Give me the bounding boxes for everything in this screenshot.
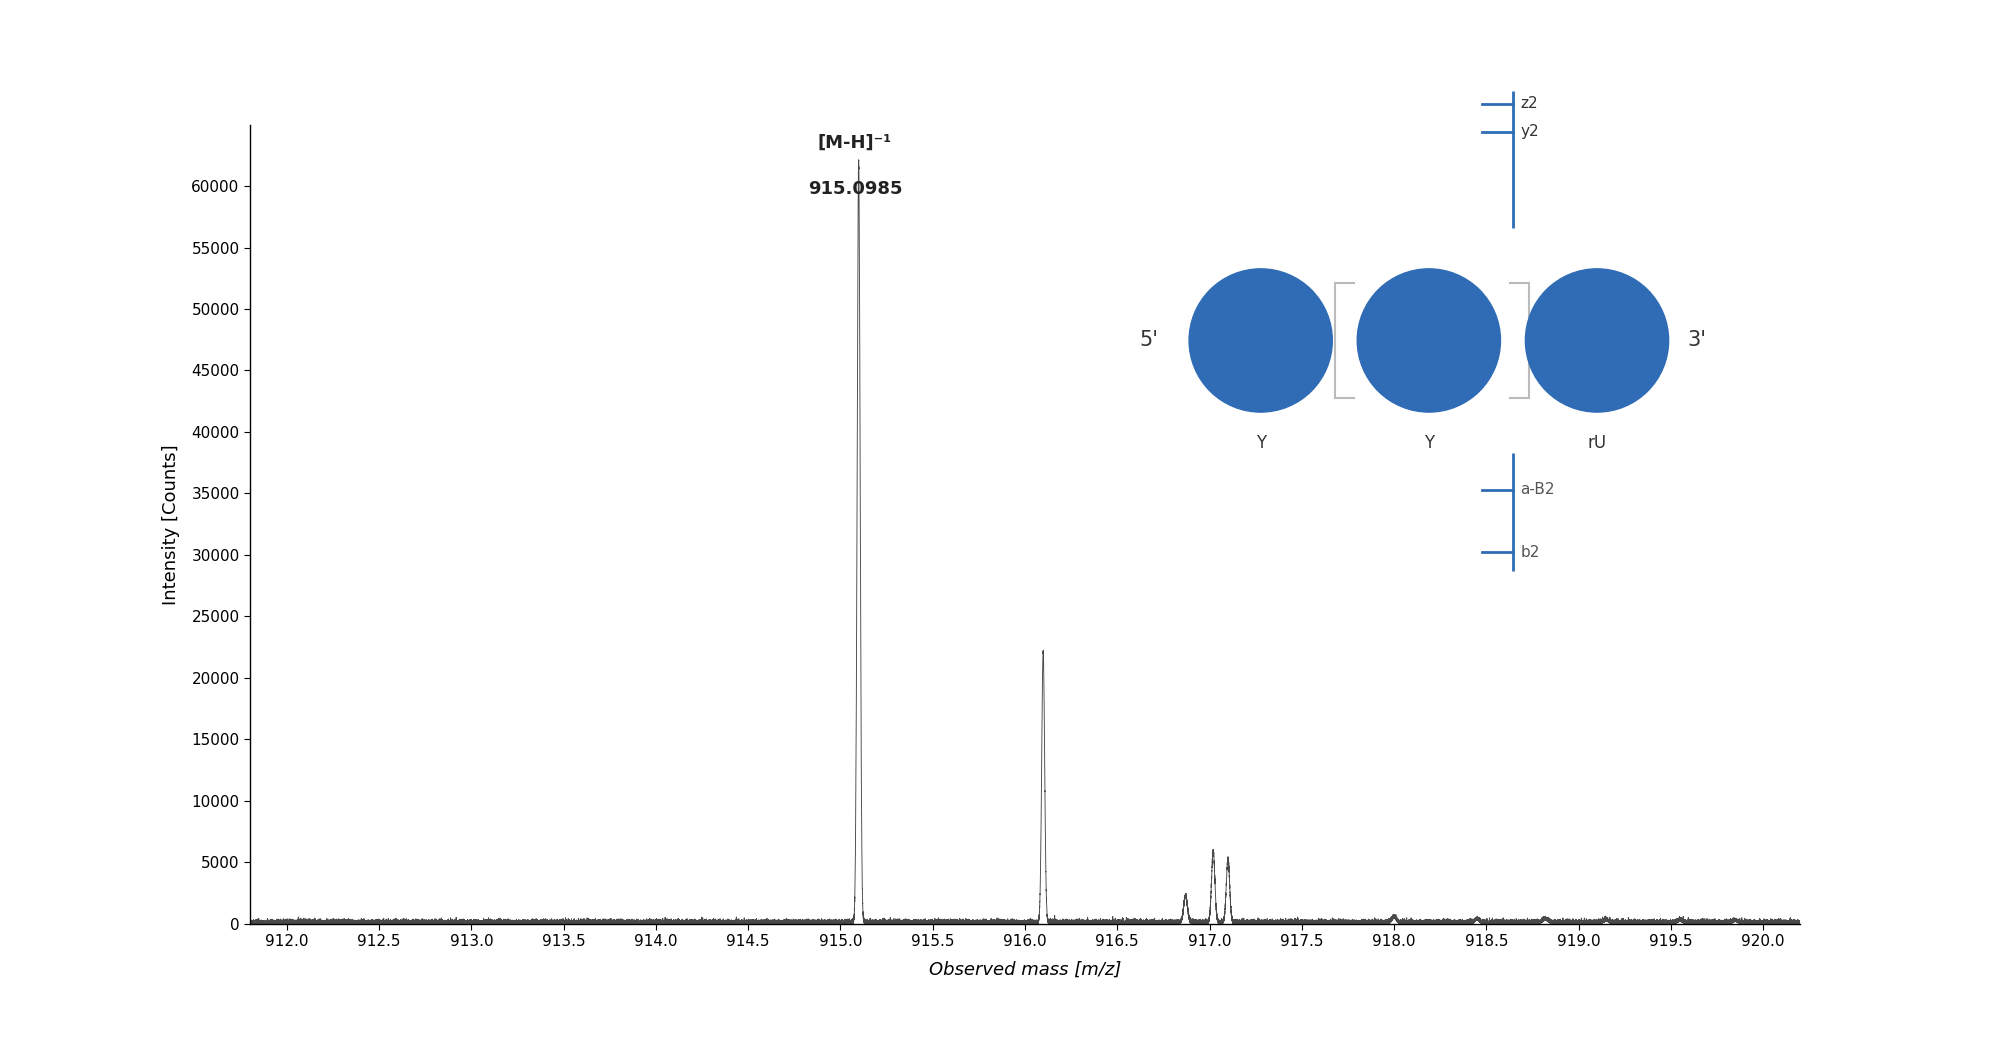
- Text: y2: y2: [1520, 125, 1540, 139]
- Text: b2: b2: [1520, 545, 1540, 559]
- Text: 915.0985: 915.0985: [808, 180, 902, 198]
- Text: z2: z2: [1520, 97, 1538, 111]
- Text: a-B2: a-B2: [1520, 483, 1554, 497]
- Circle shape: [1358, 269, 1500, 412]
- X-axis label: Observed mass [m/z]: Observed mass [m/z]: [928, 960, 1122, 979]
- Text: [M-H]⁻¹: [M-H]⁻¹: [818, 134, 892, 152]
- Y-axis label: Intensity [Counts]: Intensity [Counts]: [162, 444, 180, 604]
- Circle shape: [1190, 269, 1332, 412]
- Text: Y: Y: [1256, 434, 1266, 452]
- Text: 5': 5': [1140, 330, 1158, 351]
- Text: 3': 3': [1688, 330, 1706, 351]
- Text: Y: Y: [1424, 434, 1434, 452]
- Text: rU: rU: [1588, 434, 1606, 452]
- Circle shape: [1526, 269, 1668, 412]
